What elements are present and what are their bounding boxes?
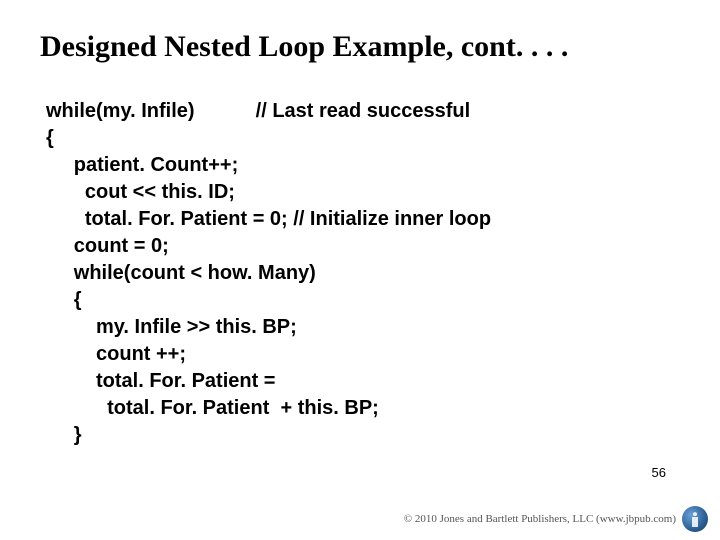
copyright-text: © 2010 Jones and Bartlett Publishers, LL… <box>404 513 676 525</box>
code-line: count = 0; <box>46 235 169 257</box>
code-line: total. For. Patient = <box>46 370 275 392</box>
code-line: while(my. Infile) // Last read successfu… <box>46 100 470 122</box>
code-line: patient. Count++; <box>46 154 238 176</box>
slide-title: Designed Nested Loop Example, cont. . . … <box>40 30 680 64</box>
code-block: while(my. Infile) // Last read successfu… <box>46 98 680 449</box>
code-line: my. Infile >> this. BP; <box>46 316 297 338</box>
code-line: } <box>46 424 82 446</box>
footer: © 2010 Jones and Bartlett Publishers, LL… <box>404 506 708 532</box>
slide: Designed Nested Loop Example, cont. . . … <box>0 0 720 540</box>
code-line: while(count < how. Many) <box>46 262 316 284</box>
code-line: total. For. Patient = 0; // Initialize i… <box>46 208 491 230</box>
publisher-logo-icon <box>682 506 708 532</box>
code-line: total. For. Patient + this. BP; <box>46 397 379 419</box>
code-line: cout << this. ID; <box>46 181 235 203</box>
page-number: 56 <box>652 465 666 480</box>
code-line: count ++; <box>46 343 186 365</box>
code-line: { <box>46 127 54 149</box>
code-line: { <box>46 289 82 311</box>
